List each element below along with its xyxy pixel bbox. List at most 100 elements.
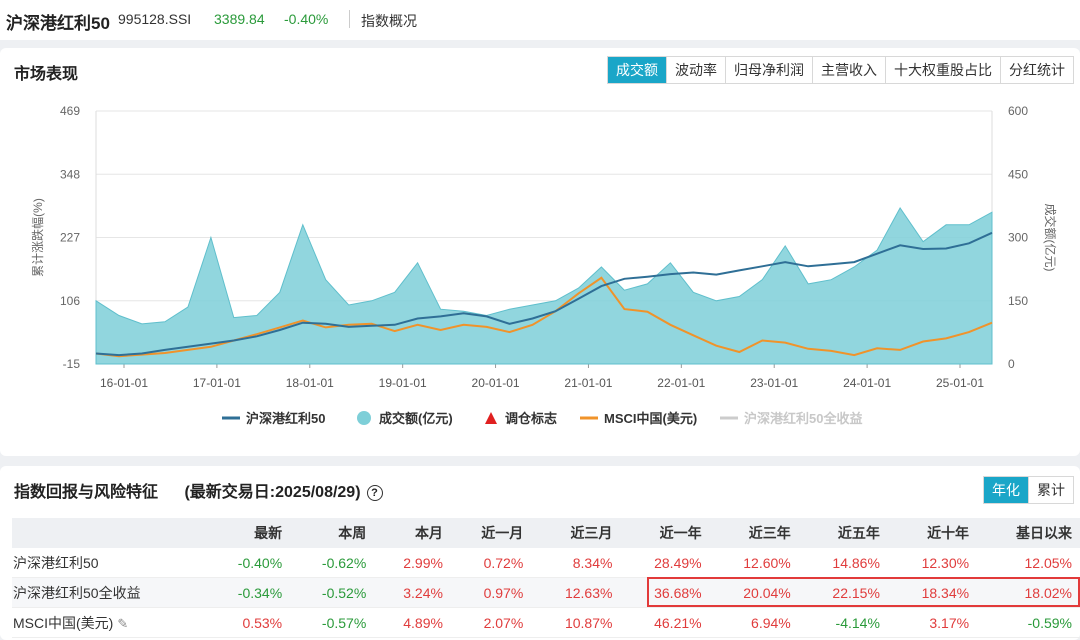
latest-trade-date: (最新交易日:2025/08/29) xyxy=(184,484,361,501)
tab-metric-0[interactable]: 成交额 xyxy=(608,57,666,83)
table-cell: 10.87% xyxy=(531,607,621,638)
market-metric-tabs: 成交额 波动率 归母净利润 主营收入 十大权重股占比 分红统计 xyxy=(607,56,1074,84)
row-label-text: 沪深港红利50 xyxy=(13,554,99,571)
legend-marker-triangle xyxy=(485,412,497,424)
column-header xyxy=(12,518,206,548)
table-cell: 2.07% xyxy=(450,607,532,638)
table-row: 沪深港红利50 -0.40% -0.62% 2.99% 0.72% 8.34% 28.49%… xyxy=(12,548,1080,578)
column-header: 基日以来 xyxy=(977,518,1080,548)
table-cell: 6.94% xyxy=(709,607,799,638)
market-chart: 469 348 227 106 -15 600 450 300 150 0 累计涨跌幅(%) 成交额(… xyxy=(30,104,1058,426)
index-change: -0.40% xyxy=(284,11,329,27)
edit-icon[interactable]: ✎ xyxy=(117,615,129,631)
returns-risk-panel: 指数回报与风险特征 (最新交易日:2025/08/29)? 年化 累计 最新 本周本… xyxy=(0,466,1080,640)
index-header: 沪深港红利50 995128.SSI 3389.84 -0.40% 指数概况 xyxy=(0,0,1080,40)
left-axis-title: 累计涨跌幅(%) xyxy=(30,198,45,277)
market-performance-title: 市场表现 xyxy=(14,66,79,83)
table-cell: 18.02% xyxy=(977,577,1080,608)
x-tick-label: 23-01-01 xyxy=(750,376,798,390)
table-row: 沪深港红利50全收益 -0.34% -0.52% 3.24% 0.97% 12.63% 36… xyxy=(12,577,1080,608)
row-label-text: 沪深港红利50全收益 xyxy=(13,584,141,601)
market-performance-panel: 市场表现 成交额 波动率 归母净利润 主营收入 十大权重股占比 分红统计 469 348 22… xyxy=(0,48,1080,456)
legend-label: 成交额(亿元) xyxy=(379,411,453,426)
left-tick-label: 227 xyxy=(60,231,80,245)
column-header: 本周 xyxy=(290,518,375,548)
column-header: 本月 xyxy=(374,518,451,548)
table-cell: 0.97% xyxy=(450,577,532,608)
index-price: 3389.84 xyxy=(214,11,265,27)
table-cell: 8.34% xyxy=(531,548,621,578)
table-cell: 22.15% xyxy=(798,577,888,608)
right-tick-label: 150 xyxy=(1008,294,1028,308)
table-cell: 12.05% xyxy=(977,548,1080,578)
legend-label: MSCI中国(美元) xyxy=(604,411,697,426)
table-cell: -0.40% xyxy=(206,548,291,578)
table-cell: 0.53% xyxy=(206,607,291,638)
table-cell: 14.86% xyxy=(798,548,888,578)
x-tick-label: 16-01-01 xyxy=(100,376,148,390)
x-tick-label: 20-01-01 xyxy=(472,376,520,390)
right-tick-label: 300 xyxy=(1008,231,1028,245)
table-cell: -0.62% xyxy=(290,548,375,578)
table-cell: 18.34% xyxy=(887,577,978,608)
returns-title-text: 指数回报与风险特征 xyxy=(14,484,159,501)
table-cell: 36.68% xyxy=(620,577,710,608)
returns-risk-title: 指数回报与风险特征 (最新交易日:2025/08/29)? xyxy=(14,478,383,502)
header-divider xyxy=(349,10,350,28)
table-cell: -0.52% xyxy=(290,577,375,608)
table-cell: -0.59% xyxy=(977,607,1080,638)
column-header: 近一年 xyxy=(620,518,710,548)
msci-china-line xyxy=(95,276,993,358)
right-tick-label: 450 xyxy=(1008,167,1028,181)
legend-label: 沪深港红利50 xyxy=(246,411,325,426)
table-cell: 12.63% xyxy=(531,577,621,608)
table-cell: 46.21% xyxy=(620,607,710,638)
table-cell: 28.49% xyxy=(620,548,710,578)
right-tick-label: 0 xyxy=(1008,357,1015,371)
tab-metric-5[interactable]: 分红统计 xyxy=(1000,57,1073,83)
table-cell: 12.60% xyxy=(709,548,799,578)
table-cell: 3.17% xyxy=(887,607,978,638)
legend-label: 调仓标志 xyxy=(505,411,557,426)
tab-metric-3[interactable]: 主营收入 xyxy=(812,57,885,83)
index-code: 995128.SSI xyxy=(118,11,192,27)
table-cell: 3.24% xyxy=(374,577,451,608)
x-tick-label: 22-01-01 xyxy=(657,376,705,390)
column-header: 近十年 xyxy=(887,518,978,548)
table-cell: 20.04% xyxy=(709,577,799,608)
tab-metric-4[interactable]: 十大权重股占比 xyxy=(885,57,1000,83)
return-mode-tabs: 年化 累计 xyxy=(983,476,1074,504)
tab-metric-1[interactable]: 波动率 xyxy=(666,57,725,83)
row-label-text: MSCI中国(美元) xyxy=(13,614,114,631)
right-axis-title: 成交额(亿元) xyxy=(1043,204,1058,272)
x-tick-label: 21-01-01 xyxy=(564,376,612,390)
tab-mode-1[interactable]: 累计 xyxy=(1028,477,1073,503)
legend-marker-dot xyxy=(357,411,371,425)
table-cell: 4.89% xyxy=(374,607,451,638)
tab-index-overview[interactable]: 指数概况 xyxy=(361,13,417,29)
returns-table: 最新 本周 本月 近一月 近三月 近一年 近三年 近五年 近十年 基日以来 沪深港红利50 -0.4… xyxy=(12,518,1080,638)
help-icon[interactable]: ? xyxy=(366,484,383,501)
table-cell: 0.72% xyxy=(450,548,532,578)
column-header: 近一月 xyxy=(450,518,532,548)
tab-metric-2[interactable]: 归母净利润 xyxy=(725,57,812,83)
tab-mode-0[interactable]: 年化 xyxy=(984,477,1028,503)
row-label: 沪深港红利50 xyxy=(12,548,206,578)
left-tick-label: 106 xyxy=(60,294,80,308)
table-cell: -0.34% xyxy=(206,577,291,608)
left-tick-label: 469 xyxy=(60,104,80,118)
left-tick-label: 348 xyxy=(60,167,80,181)
right-tick-label: 600 xyxy=(1008,104,1028,118)
table-cell: -4.14% xyxy=(798,607,888,638)
x-tick-label: 19-01-01 xyxy=(379,376,427,390)
row-label: MSCI中国(美元) ✎ xyxy=(12,607,206,638)
x-tick-label: 18-01-01 xyxy=(286,376,334,390)
legend-label: 沪深港红利50全收益 xyxy=(744,411,862,426)
column-header: 近三月 xyxy=(531,518,621,548)
table-cell: -0.57% xyxy=(290,607,375,638)
row-label: 沪深港红利50全收益 xyxy=(12,577,206,608)
x-tick-label: 25-01-01 xyxy=(936,376,984,390)
column-header: 近三年 xyxy=(709,518,799,548)
column-header: 最新 xyxy=(206,518,291,548)
index-name: 沪深港红利50 xyxy=(6,14,110,33)
